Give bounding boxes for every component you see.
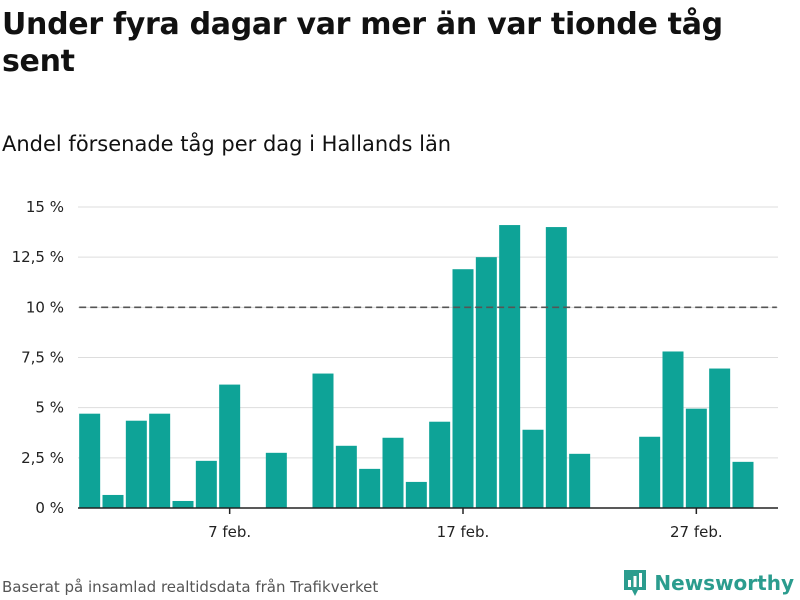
y-tick-label: 7,5 % <box>21 349 64 367</box>
bar <box>709 368 731 508</box>
brand-name: Newsworthy <box>654 571 794 595</box>
bar <box>312 373 334 508</box>
bar <box>195 460 217 508</box>
bar <box>569 453 591 508</box>
y-tick-label: 10 % <box>26 298 64 316</box>
y-tick-label: 2,5 % <box>21 449 64 467</box>
y-tick-label: 12,5 % <box>12 248 64 266</box>
x-tick-label: 7 feb. <box>208 523 251 541</box>
x-tick-label: 17 feb. <box>437 523 490 541</box>
chart-subtitle: Andel försenade tåg per dag i Hallands l… <box>2 132 452 156</box>
bar <box>359 468 381 508</box>
brand-logo: Newsworthy <box>622 568 794 598</box>
bar <box>149 413 171 508</box>
bar <box>172 500 194 508</box>
y-tick-label: 0 % <box>35 499 64 517</box>
y-tick-label: 15 % <box>26 198 64 216</box>
bar <box>102 494 124 508</box>
bar <box>732 461 754 508</box>
bar <box>265 452 287 508</box>
bar <box>499 225 521 508</box>
bar <box>475 257 497 508</box>
bar <box>79 413 101 508</box>
bar <box>405 481 427 508</box>
bar <box>639 436 661 508</box>
bar <box>125 420 147 508</box>
newsworthy-logo-icon <box>624 570 647 596</box>
bar <box>335 445 357 508</box>
chart-title: Under fyra dagar var mer än var tionde t… <box>2 7 723 79</box>
bar <box>219 384 241 508</box>
bar <box>452 269 474 508</box>
y-tick-label: 5 % <box>35 399 64 417</box>
bar <box>522 429 544 508</box>
bar <box>545 227 567 509</box>
bar <box>662 351 684 508</box>
bar <box>685 408 707 508</box>
x-tick-label: 27 feb. <box>670 523 723 541</box>
source-note: Baserat på insamlad realtidsdata från Tr… <box>2 578 379 596</box>
bar <box>382 437 404 508</box>
bar <box>429 421 451 508</box>
